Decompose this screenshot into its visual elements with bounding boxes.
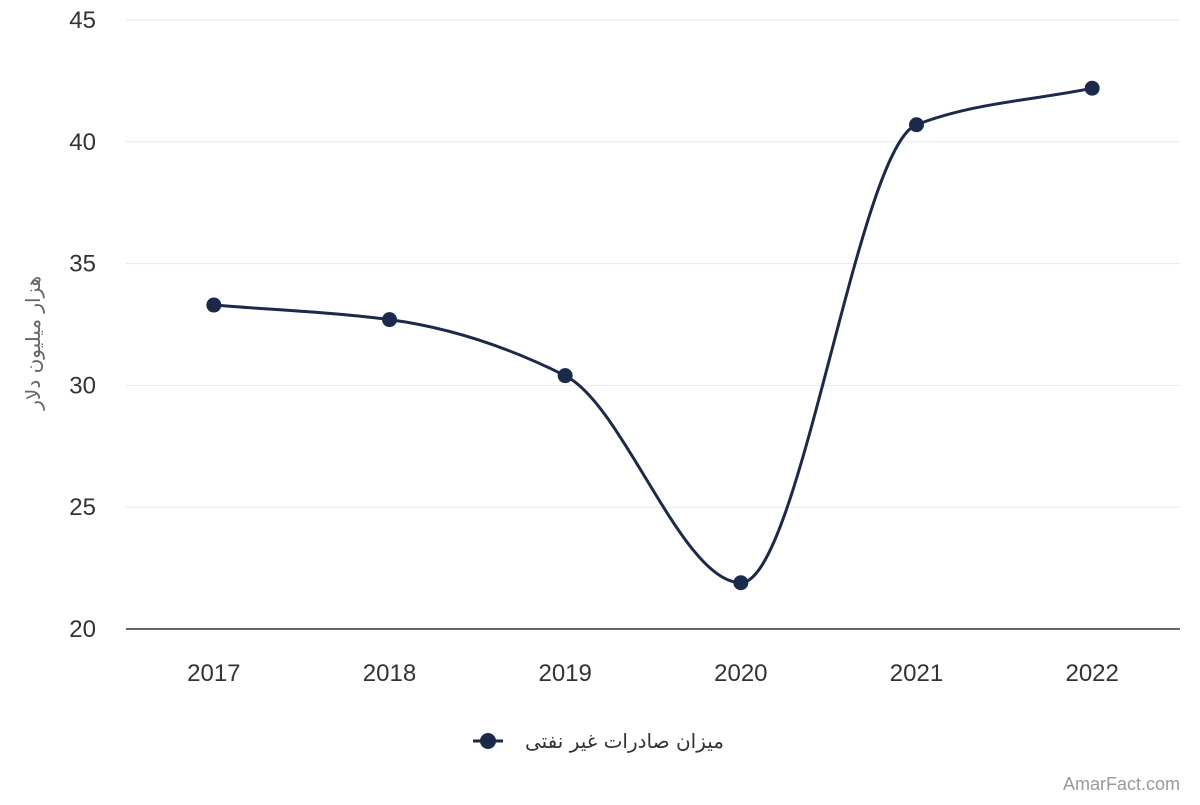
y-tick-label-30: 30: [69, 372, 96, 399]
data-point-2019[interactable]: [557, 368, 573, 384]
series-layer: [206, 80, 1100, 591]
data-point-2017[interactable]: [206, 297, 222, 313]
y-tick-label-35: 35: [69, 251, 96, 278]
y-tick-label-40: 40: [69, 129, 96, 156]
x-axis-ticks: 2017 2018 2019 2020 2021 2022: [187, 660, 1119, 687]
y-axis-ticks: 20 25 30 35 40 45: [69, 7, 96, 643]
legend[interactable]: میزان صادرات غیر نفتی: [473, 729, 724, 753]
data-point-2020[interactable]: [733, 575, 749, 591]
x-tick-label-2017: 2017: [187, 660, 240, 687]
legend-dot-marker: [480, 733, 496, 749]
watermark-text: AmarFact.com: [1063, 774, 1180, 794]
x-tick-label-2021: 2021: [890, 660, 943, 687]
x-tick-label-2022: 2022: [1065, 660, 1118, 687]
y-axis-title: هزار میلیون دلار: [21, 276, 45, 411]
data-point-2021[interactable]: [909, 117, 924, 133]
grid-lines: [126, 19, 1180, 508]
y-tick-label-20: 20: [69, 616, 96, 643]
y-tick-label-45: 45: [69, 7, 96, 34]
y-tick-label-25: 25: [69, 494, 96, 521]
x-tick-label-2019: 2019: [538, 660, 591, 687]
x-tick-label-2020: 2020: [714, 660, 767, 687]
series-line: [212, 86, 1094, 585]
data-point-2018[interactable]: [382, 312, 397, 328]
x-tick-label-2018: 2018: [363, 660, 416, 687]
data-point-2022[interactable]: [1084, 80, 1100, 96]
legend-label: میزان صادرات غیر نفتی: [525, 729, 724, 753]
